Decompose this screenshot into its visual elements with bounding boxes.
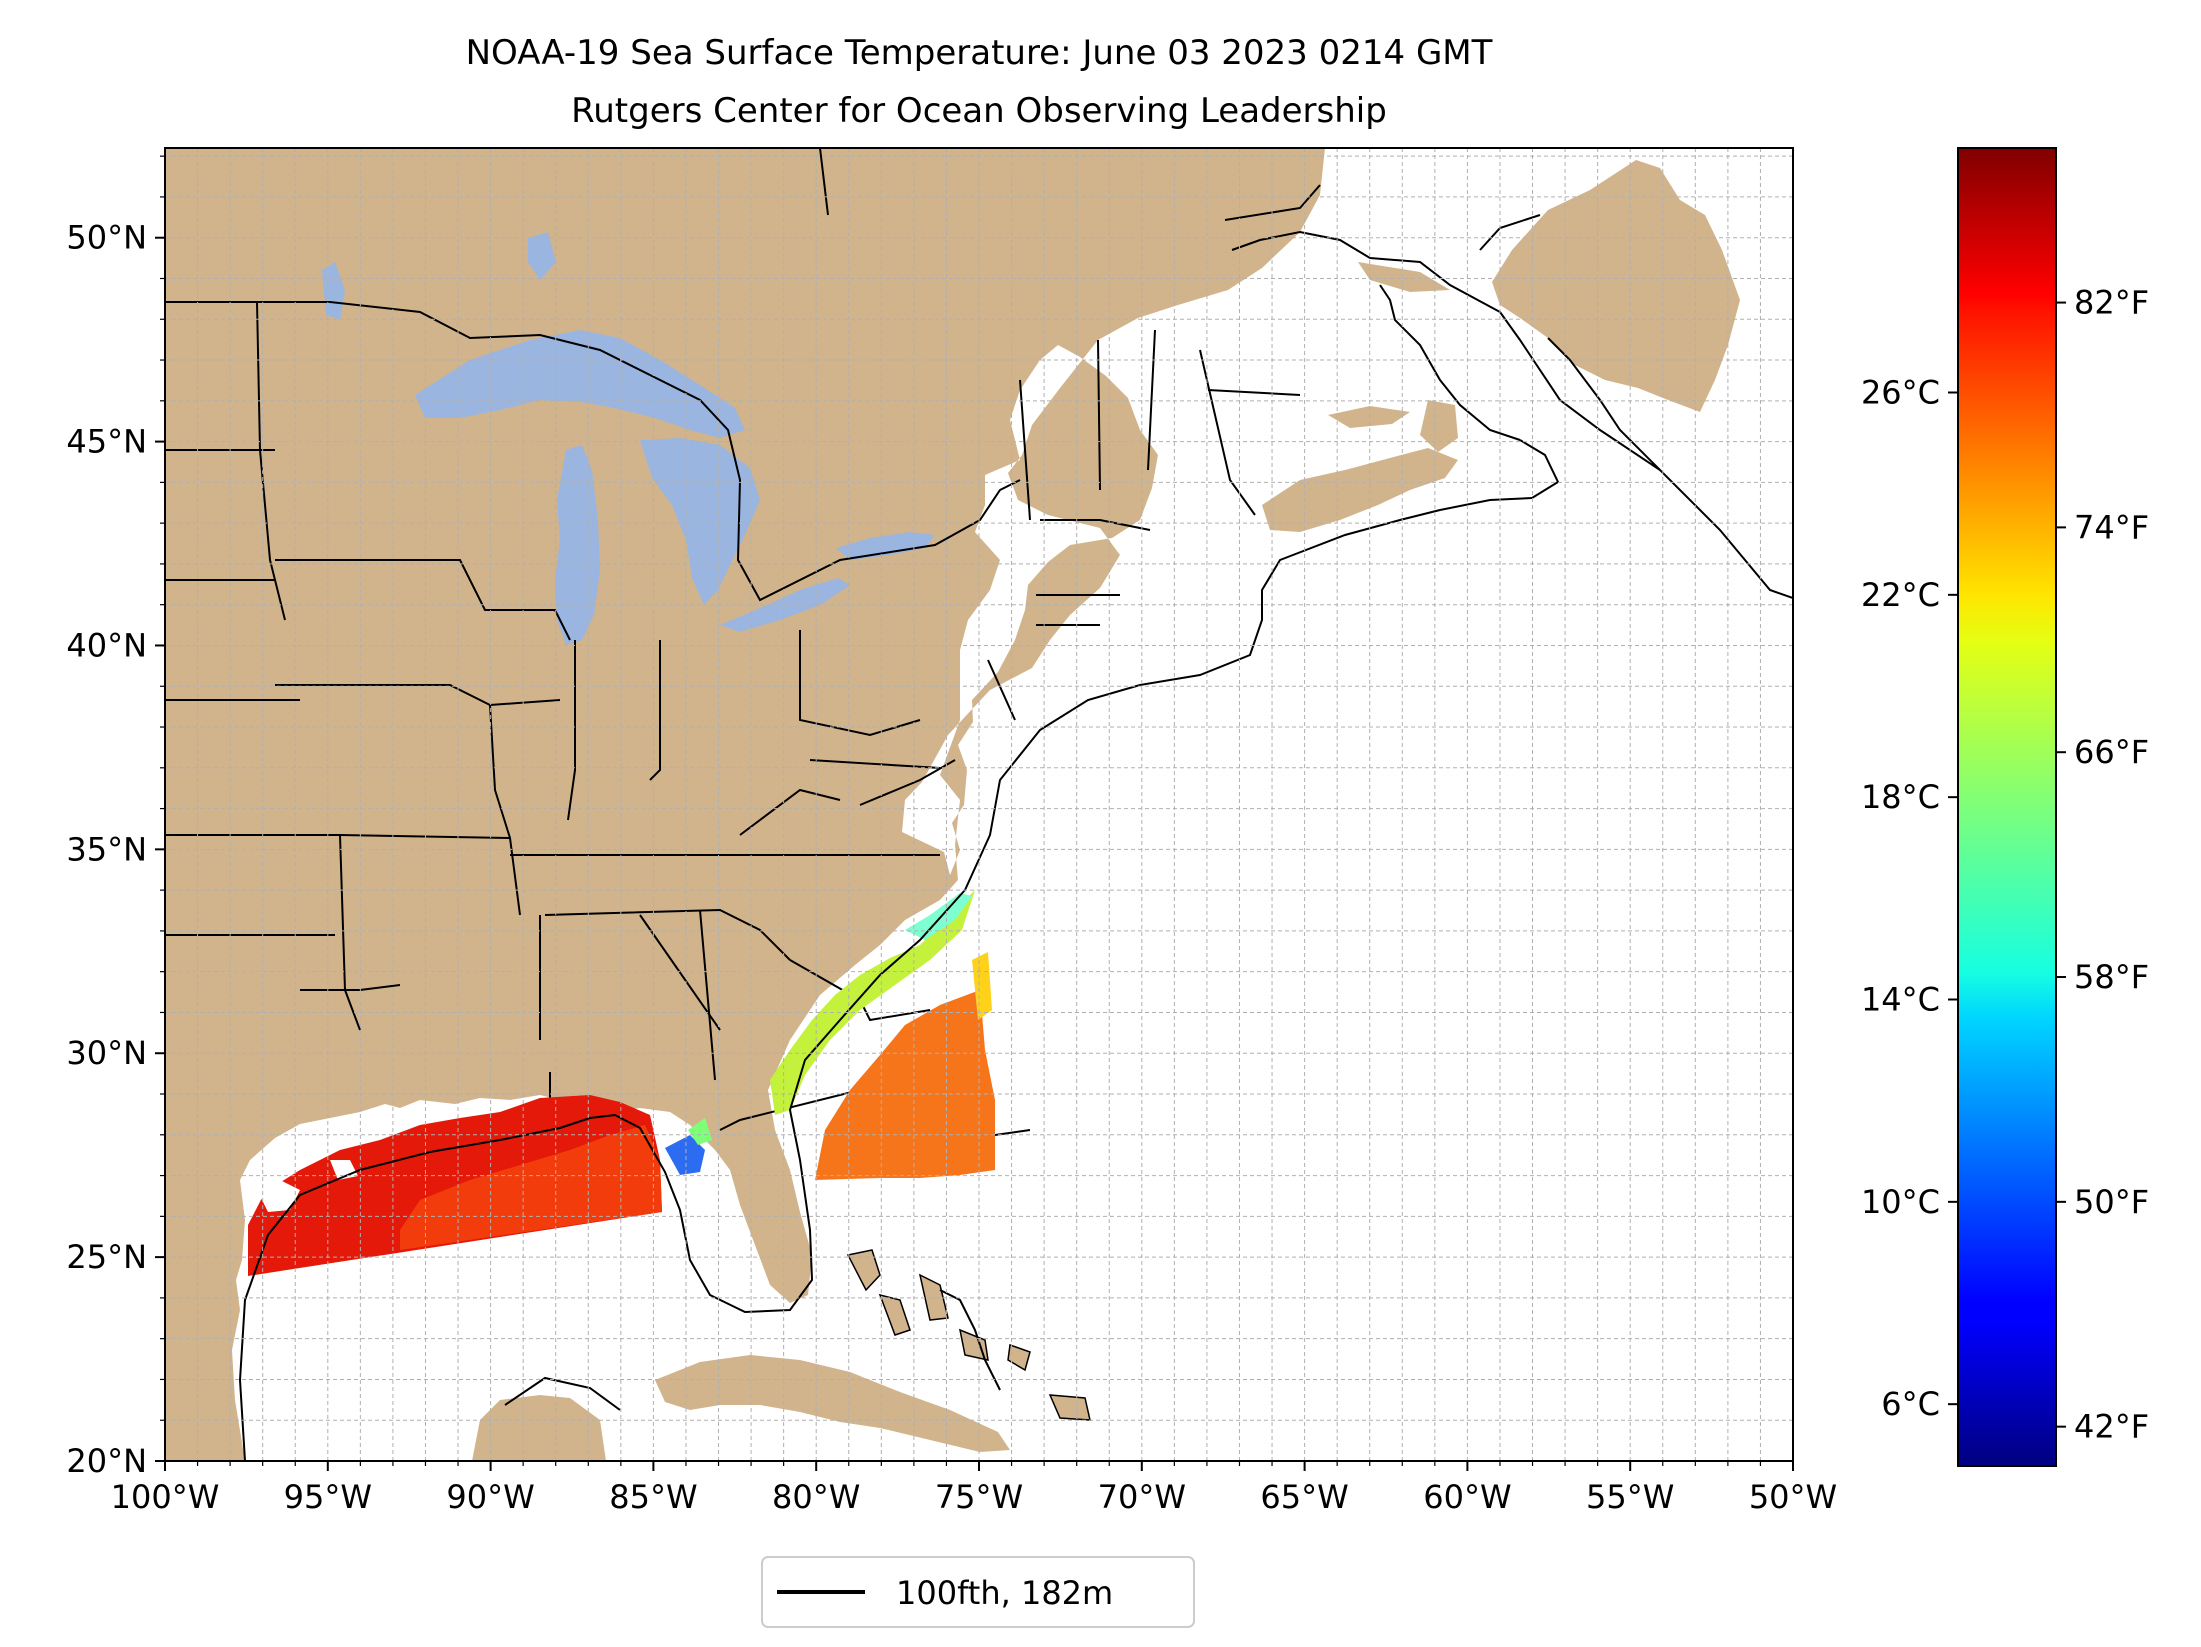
isobath-100fth xyxy=(238,214,1793,1461)
x-tick-label: 95°W xyxy=(284,1478,372,1516)
sst-atlantic-orange xyxy=(815,990,995,1180)
land-cape-breton xyxy=(1420,400,1458,452)
y-tick-label: 45°N xyxy=(66,423,147,461)
y-tick-label: 25°N xyxy=(66,1238,147,1276)
x-tick-label: 80°W xyxy=(772,1478,860,1516)
x-tick-label: 55°W xyxy=(1586,1478,1674,1516)
colorbar-celsius-label: 22°C xyxy=(1861,576,1940,614)
x-axis: 100°W 95°W 90°W 85°W 80°W 75°W 70°W 65°W 60°W 55°… xyxy=(111,1461,1837,1516)
colorbar-frame xyxy=(1957,147,2057,1467)
colorbar-fahrenheit-label: 82°F xyxy=(2074,284,2149,322)
x-tick-label: 85°W xyxy=(609,1478,697,1516)
colorbar-fahrenheit-label: 58°F xyxy=(2074,958,2149,996)
title-line-2: Rutgers Center for Ocean Observing Leade… xyxy=(571,91,1387,131)
x-tick-label: 90°W xyxy=(446,1478,534,1516)
land-cuba xyxy=(655,1355,1010,1452)
sst-gulf xyxy=(248,1095,712,1276)
land-nova-scotia xyxy=(1262,448,1458,532)
y-tick-label: 50°N xyxy=(66,219,147,257)
y-tick-label: 40°N xyxy=(66,626,147,664)
x-tick-label: 60°W xyxy=(1423,1478,1511,1516)
x-tick-label: 65°W xyxy=(1260,1478,1348,1516)
lake-superior xyxy=(415,330,745,438)
colorbar-celsius-label: 18°C xyxy=(1861,778,1940,816)
sst-gulf-cool-patch xyxy=(665,1135,705,1175)
land-anticosti xyxy=(1358,262,1450,292)
x-tick-label: 75°W xyxy=(935,1478,1023,1516)
land-pei xyxy=(1328,406,1410,428)
colorbar-fahrenheit-label: 66°F xyxy=(2074,733,2149,771)
sst-gulf-cloud-gap-2 xyxy=(330,1160,358,1180)
sst-atlantic-yellow xyxy=(972,952,992,1020)
land-newfoundland xyxy=(1492,160,1740,412)
sst-atlantic xyxy=(770,890,995,1180)
legend-label: 100fth, 182m xyxy=(896,1574,1113,1612)
land-bahamas xyxy=(846,1249,1091,1421)
y-tick-label: 35°N xyxy=(66,830,147,868)
sst-gulf-green-patch xyxy=(688,1118,712,1145)
colorbar-celsius-label: 10°C xyxy=(1861,1183,1940,1221)
lake-ontario xyxy=(836,532,935,560)
colorbar-fahrenheit-label: 74°F xyxy=(2074,508,2149,546)
sst-gulf-cloud-gap-1 xyxy=(258,1180,300,1212)
y-axis: 20°N 25°N 30°N 35°N 40°N 45°N 50°N xyxy=(66,155,165,1480)
map-gridlines xyxy=(165,148,1793,1461)
title-line-1: NOAA-19 Sea Surface Temperature: June 03… xyxy=(466,33,1493,73)
colorbar-fahrenheit-label: 42°F xyxy=(2074,1408,2149,1446)
legend: 100fth, 182m xyxy=(761,1556,1195,1628)
colorbar-celsius-label: 14°C xyxy=(1861,981,1940,1019)
colorbar-fahrenheit-label: 50°F xyxy=(2074,1183,2149,1221)
sst-gulf-orange xyxy=(400,1125,662,1250)
colorbar-fahrenheit-ticks: 42°F 50°F 58°F 66°F 74°F 82°F xyxy=(2056,284,2149,1446)
x-tick-label: 50°W xyxy=(1749,1478,1837,1516)
y-tick-label: 20°N xyxy=(66,1442,147,1480)
colorbar-celsius-label: 6°C xyxy=(1881,1385,1940,1423)
political-borders xyxy=(165,148,1321,1152)
lake-nipigon xyxy=(528,232,556,280)
x-tick-label: 70°W xyxy=(1098,1478,1186,1516)
sst-nearshore-cyan xyxy=(905,893,972,940)
land-north-america xyxy=(165,148,1325,1461)
legend-box xyxy=(761,1556,1195,1628)
y-tick-label: 30°N xyxy=(66,1034,147,1072)
colorbar-gradient xyxy=(1958,148,2056,1466)
x-tick-label: 100°W xyxy=(111,1478,220,1516)
sst-gulf-red xyxy=(248,1095,662,1276)
land-yucatan xyxy=(472,1395,606,1461)
colorbar-celsius-label: 26°C xyxy=(1861,373,1940,411)
colorbar-celsius-ticks: 6°C 10°C 14°C 18°C 22°C 26°C xyxy=(1861,373,1958,1423)
sst-nearshore-green xyxy=(770,890,975,1115)
lake-huron xyxy=(640,438,760,605)
